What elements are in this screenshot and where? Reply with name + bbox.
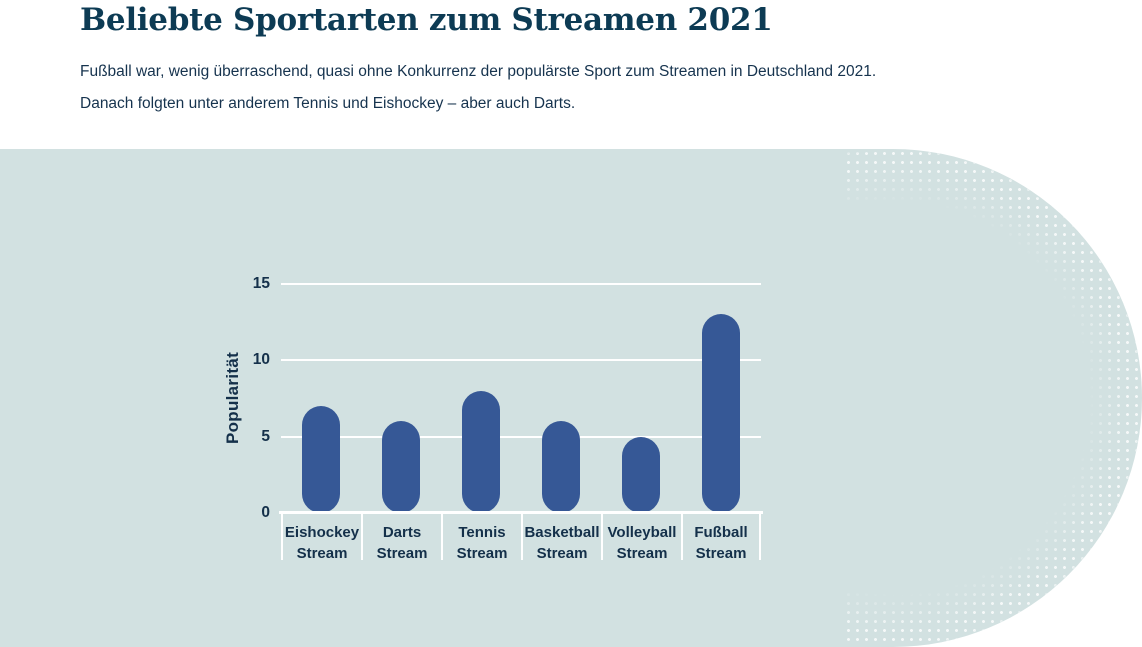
x-category-label: Tennis Stream [441,513,521,562]
x-category-label: Darts Stream [361,513,441,562]
x-category-label-line: Stream [536,545,588,562]
bar-fu-ball-stream [702,314,740,513]
x-category-labels-row: Eishockey Stream Darts Stream Tennis Stream Ba… [281,513,761,562]
bar-volleyball-stream [622,436,660,513]
x-category-label: Eishockey Stream [281,513,361,562]
x-category-label: Basketball Stream [521,513,601,562]
halftone-dots-decoration [844,149,1142,647]
subtitle-line-1: Fußball war, wenig überraschend, quasi o… [80,63,877,80]
x-category-label-line: Tennis [458,524,506,541]
bar-eishockey-stream [302,405,340,513]
x-category-label: Fußball Stream [681,513,761,562]
x-category-label-line: Basketball [524,524,600,541]
bar-darts-stream [382,421,420,513]
y-tick-label-0: 0 [261,504,270,521]
bar-tennis-stream [462,390,500,513]
x-category-label-line: Stream [456,545,508,562]
x-category-label: Volleyball Stream [601,513,681,562]
x-category-label-line: Eishockey [284,524,360,541]
chart-panel-background [0,149,1142,647]
x-category-label-line: Darts [382,524,422,541]
x-category-label-line: Fußball [694,524,748,541]
x-category-label-line: Stream [296,545,348,562]
gridline-10 [281,359,761,361]
x-category-label-line: Stream [695,545,747,562]
subtitle-line-2: Danach folgten unter anderem Tennis und … [80,95,576,112]
page-title: Beliebte Sportarten zum Streamen 2021 [80,2,773,38]
gridline-15 [281,282,761,285]
bar-basketball-stream [542,421,580,513]
x-category-label-line: Stream [376,545,428,562]
x-category-label-line: Stream [616,545,668,562]
y-tick-label-5: 5 [261,427,270,445]
page-subtitle: Fußball war, wenig überraschend, quasi o… [80,56,876,120]
x-axis-baseline [279,511,763,514]
gridline-5 [281,435,761,438]
y-tick-label-15: 15 [252,274,270,292]
y-tick-label-10: 10 [252,351,270,368]
x-category-label-line: Volleyball [607,524,677,541]
